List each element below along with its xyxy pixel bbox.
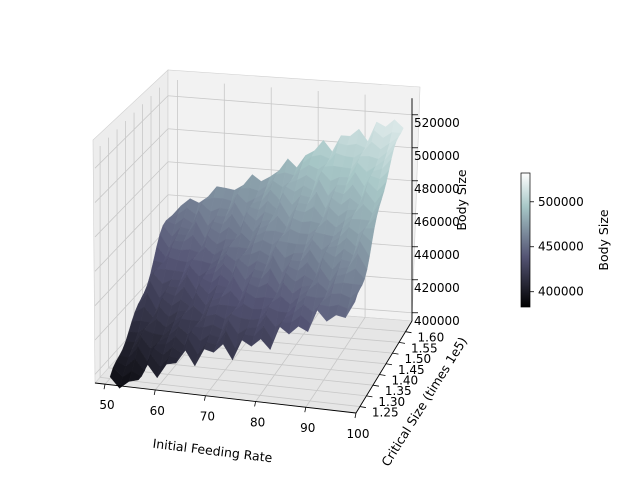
grid-line-y [116,129,373,386]
grid-line-z [94,95,413,169]
y-tick-label: 1.35 [385,384,412,398]
x-tick-label: 50 [99,398,114,412]
z-tick-label: 420000 [414,281,460,295]
x-axis-line [94,382,357,414]
x-tick-mark [304,407,307,413]
colorbar: 400000 450000 500000 Body Size [520,172,611,308]
y-tick-label: 1.60 [417,331,444,345]
colorbar-tick-label: 500000 [538,195,584,209]
y-tick-mark [372,384,379,387]
z-tick-label: 440000 [414,248,460,262]
x-tick-label: 80 [250,415,265,429]
z-tick-label: 500000 [414,149,460,163]
colorbar-tick-label: 400000 [538,285,584,299]
grid-line-y [108,137,367,397]
grid-line-y [99,145,360,407]
x-tick-mark [103,384,106,390]
x-tick-mark [204,395,206,401]
x-tick-label: 60 [150,404,165,418]
tick-labels: 50 60 70 80 90 1001.251.301.351.401.451.501.5… [99,116,459,441]
z-axis-label: Body Size [454,169,469,230]
x-tick-label: 90 [300,421,315,435]
x-tick-mark [254,401,257,407]
y-axis-line [355,320,413,414]
grid-line-z [94,128,413,203]
surface-plot [109,119,404,389]
y-tick-mark [405,331,412,334]
z-tick-label: 520000 [414,116,460,130]
y-tick-mark [379,374,386,376]
x-axis-label: Initial Feeding Rate [152,436,274,466]
colorbar-label: Body Size [596,209,611,270]
z-tick-label: 480000 [414,182,460,196]
y-tick-mark [385,363,393,366]
y-tick-mark [398,342,406,344]
x-tick-label: 70 [200,410,215,424]
colorbar-gradient [520,172,531,308]
z-tick-label: 400000 [414,314,460,328]
y-tick-mark [392,352,399,355]
y-tick-mark [359,406,366,408]
z-tick-label: 460000 [414,215,460,229]
axis-lines [94,98,418,419]
y-tick-label: 1.45 [398,363,425,377]
y-tick-label: 1.40 [391,373,418,387]
colorbar-ticks: 400000 450000 500000 [530,195,584,299]
y-tick-label: 1.25 [372,406,399,420]
y-tick-label: 1.30 [378,395,405,409]
x-tick-mark [354,412,357,419]
surface-patch [345,294,358,318]
x-tick-mark [153,389,156,396]
x-tick-label: 100 [347,427,370,441]
y-tick-mark [366,395,373,398]
y-tick-label: 1.50 [404,352,431,366]
y-tick-label: 1.55 [411,341,438,355]
colorbar-tick-label: 450000 [538,240,584,254]
